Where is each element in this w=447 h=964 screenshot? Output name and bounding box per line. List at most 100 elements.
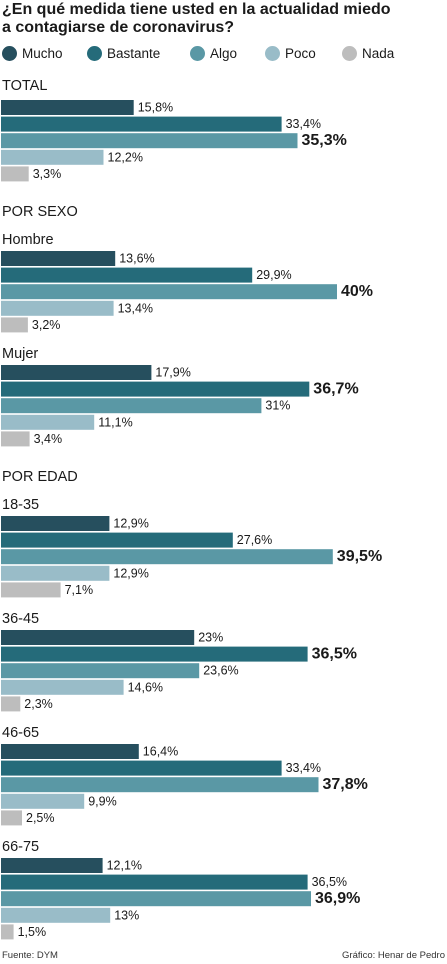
value-label-66-75-poco: 13% xyxy=(114,908,139,922)
bar-66-75-algo xyxy=(1,891,311,907)
value-label-36-45-nada: 2,3% xyxy=(24,697,53,711)
value-label-66-75-mucho: 12,1% xyxy=(107,859,142,873)
chart-title: ¿En qué medida tiene usted en la actuali… xyxy=(2,1,442,37)
source-note: Fuente: DYM xyxy=(2,950,58,961)
value-label-36-45-poco: 14,6% xyxy=(128,680,163,694)
bar-hombre-algo xyxy=(1,284,337,300)
group-label-mujer: Mujer xyxy=(2,346,39,362)
bar-66-75-nada xyxy=(1,924,14,940)
value-label-mujer-bastante: 36,7% xyxy=(313,381,358,398)
legend: Mucho Bastante Algo Poco Nada xyxy=(2,43,442,63)
legend-item-mucho: Mucho xyxy=(2,43,63,63)
bar-66-75-bastante xyxy=(1,874,308,890)
value-label-hombre-nada: 3,2% xyxy=(32,318,61,332)
value-label-36-45-bastante: 36,5% xyxy=(312,646,357,663)
value-label-total-algo: 35,3% xyxy=(302,132,347,149)
value-label-66-75-nada: 1,5% xyxy=(18,925,46,939)
value-label-total-poco: 12,2% xyxy=(108,150,143,164)
bar-18-35-mucho xyxy=(1,516,110,531)
legend-item-bastante: Bastante xyxy=(87,43,160,63)
legend-label-bastante: Bastante xyxy=(107,45,161,61)
legend-label-mucho: Mucho xyxy=(22,45,63,61)
value-label-18-35-bastante: 27,6% xyxy=(237,533,272,547)
section-heading-edad: POR EDAD xyxy=(2,469,78,485)
legend-item-poco: Poco xyxy=(265,43,316,63)
bar-46-65-algo xyxy=(1,777,319,793)
value-label-total-bastante: 33,4% xyxy=(286,117,321,131)
legend-item-nada: Nada xyxy=(342,43,394,63)
value-label-46-65-algo: 37,8% xyxy=(323,776,368,793)
bar-18-35-algo xyxy=(1,549,333,565)
legend-label-nada: Nada xyxy=(362,45,395,61)
legend-label-poco: Poco xyxy=(285,45,316,61)
bar-36-45-poco xyxy=(1,679,124,695)
legend-label-algo: Algo xyxy=(210,45,238,61)
value-label-46-65-bastante: 33,4% xyxy=(286,761,321,775)
group-label-46-65: 46-65 xyxy=(2,725,40,741)
bar-total-poco xyxy=(1,149,104,165)
bar-18-35-bastante xyxy=(1,532,233,548)
group-label-hombre: Hombre xyxy=(2,232,54,248)
value-label-hombre-mucho: 13,6% xyxy=(119,252,154,266)
value-label-46-65-mucho: 16,4% xyxy=(143,745,178,759)
bar-mujer-poco xyxy=(1,414,95,430)
legend-item-algo: Algo xyxy=(190,43,237,63)
legend-swatch-mucho xyxy=(2,45,17,61)
bar-mujer-nada xyxy=(1,431,30,447)
value-label-hombre-bastante: 29,9% xyxy=(256,268,291,282)
bar-mujer-algo xyxy=(1,398,262,414)
group-label-66-75: 66-75 xyxy=(2,839,40,855)
value-label-66-75-algo: 36,9% xyxy=(315,890,360,907)
group-label-36-45: 36-45 xyxy=(2,611,40,627)
bar-mujer-mucho xyxy=(1,365,152,380)
value-label-total-nada: 3,3% xyxy=(33,167,62,181)
chart-title-line-2: a contagiarse de coronavirus? xyxy=(2,19,235,36)
value-label-hombre-algo: 40% xyxy=(341,283,373,300)
section-heading-total: TOTAL xyxy=(2,78,48,94)
value-label-36-45-mucho: 23% xyxy=(198,631,223,645)
value-label-18-35-poco: 12,9% xyxy=(113,566,148,580)
bar-46-65-mucho xyxy=(1,744,139,759)
group-label-18-35: 18-35 xyxy=(2,497,40,513)
bar-mujer-bastante xyxy=(1,381,310,397)
value-label-mujer-algo: 31% xyxy=(265,399,290,413)
bar-18-35-poco xyxy=(1,565,110,581)
value-label-total-mucho: 15,8% xyxy=(138,101,173,115)
value-label-36-45-algo: 23,6% xyxy=(203,664,238,678)
value-label-18-35-nada: 7,1% xyxy=(65,583,94,597)
value-label-hombre-poco: 13,4% xyxy=(118,301,153,315)
bar-66-75-mucho xyxy=(1,858,103,873)
chart-title-line-1: ¿En qué medida tiene usted en la actuali… xyxy=(2,1,391,18)
value-label-46-65-nada: 2,5% xyxy=(26,811,55,825)
credit-note: Gráfico: Henar de Pedro xyxy=(342,950,445,961)
value-label-18-35-algo: 39,5% xyxy=(337,548,382,565)
bar-46-65-nada xyxy=(1,810,22,826)
bar-36-45-mucho xyxy=(1,630,195,645)
legend-swatch-algo xyxy=(190,45,205,61)
legend-swatch-poco xyxy=(265,45,280,61)
bar-total-bastante xyxy=(1,116,282,132)
value-label-18-35-mucho: 12,9% xyxy=(113,517,148,531)
value-label-mujer-nada: 3,4% xyxy=(34,432,63,446)
legend-swatch-bastante xyxy=(87,45,102,61)
section-heading-sexo: POR SEXO xyxy=(2,204,78,220)
bar-66-75-poco xyxy=(1,907,111,923)
bar-total-nada xyxy=(1,166,29,182)
bar-36-45-nada xyxy=(1,696,21,712)
value-label-mujer-poco: 11,1% xyxy=(98,415,133,429)
bar-hombre-bastante xyxy=(1,267,253,283)
value-label-mujer-mucho: 17,9% xyxy=(155,366,190,380)
bar-total-algo xyxy=(1,133,298,149)
bar-36-45-bastante xyxy=(1,646,308,662)
value-label-46-65-poco: 9,9% xyxy=(88,794,117,808)
bar-36-45-algo xyxy=(1,663,200,679)
bar-hombre-poco xyxy=(1,300,114,316)
legend-swatch-nada xyxy=(342,45,357,61)
bar-46-65-bastante xyxy=(1,760,282,776)
bar-total-mucho xyxy=(1,100,134,115)
bar-hombre-nada xyxy=(1,317,28,333)
bar-18-35-nada xyxy=(1,582,61,598)
value-label-66-75-bastante: 36,5% xyxy=(312,875,347,889)
bar-46-65-poco xyxy=(1,793,85,809)
